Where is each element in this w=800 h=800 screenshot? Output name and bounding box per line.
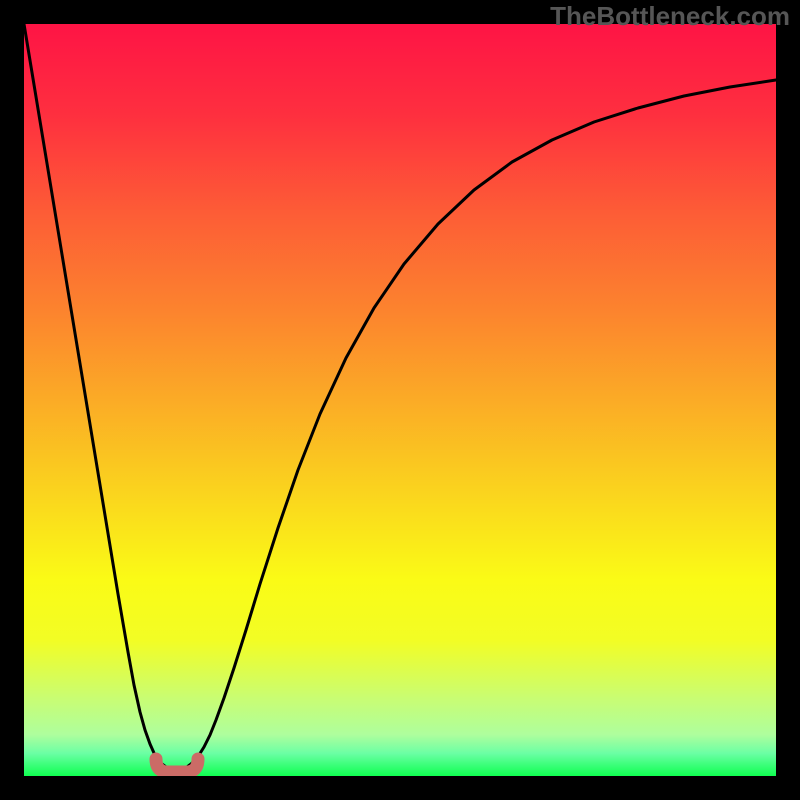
bottleneck-curve [24, 24, 776, 768]
plot-area [24, 24, 776, 776]
watermark-text: TheBottleneck.com [550, 1, 790, 32]
min-marker [156, 759, 198, 772]
chart-container: { "canvas": { "width": 800, "height": 80… [0, 0, 800, 800]
curve-layer [24, 24, 776, 776]
